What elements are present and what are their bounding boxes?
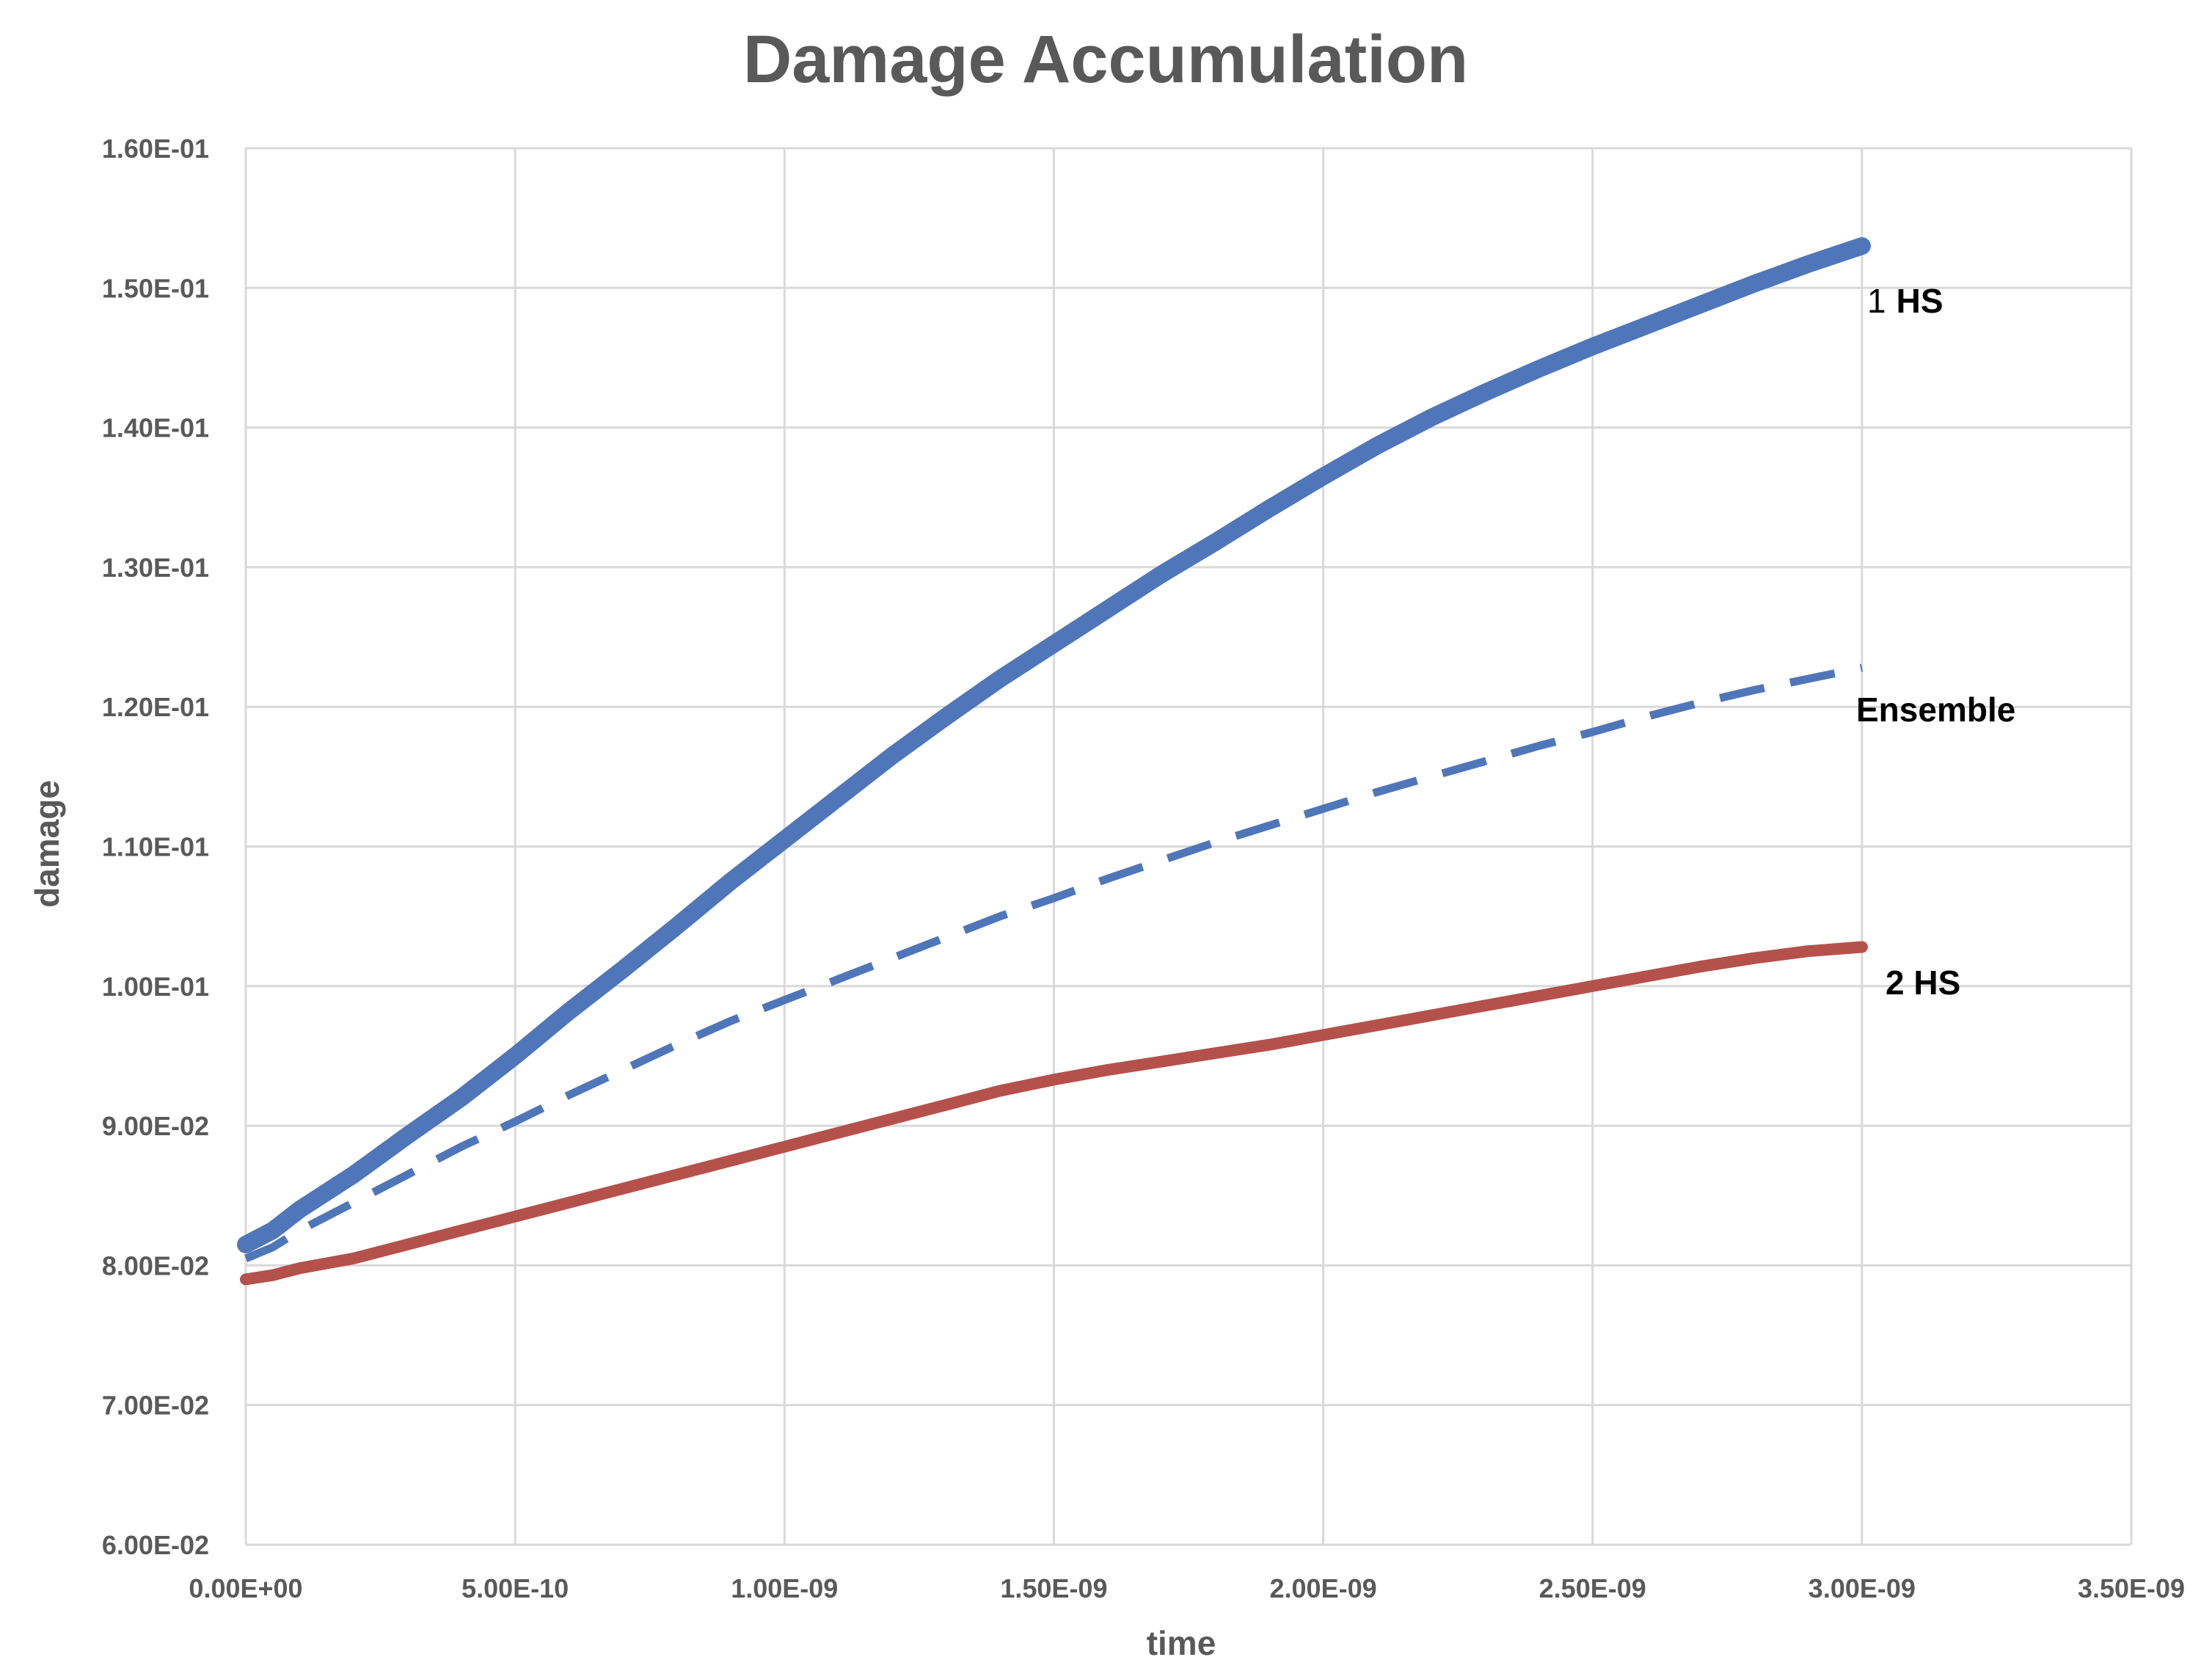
x-tick-label: 3.50E-09 xyxy=(2078,1573,2185,1603)
y-tick-label: 1.40E-01 xyxy=(102,413,209,443)
series-label-1-hs: 1 HS xyxy=(1867,282,1943,320)
x-tick-label: 2.50E-09 xyxy=(1539,1573,1646,1603)
y-tick-label: 1.60E-01 xyxy=(102,134,209,164)
y-tick-label: 1.30E-01 xyxy=(102,553,209,583)
series-label-ensemble: Ensemble xyxy=(1856,691,2015,729)
grid xyxy=(244,147,2133,1546)
series-lines xyxy=(237,237,1871,1286)
y-tick-label: 6.00E-02 xyxy=(102,1530,209,1560)
y-axis-title: damage xyxy=(28,780,66,908)
y-tick-label: 1.20E-01 xyxy=(102,692,209,722)
series-label-2-hs: 2 HS xyxy=(1886,964,1960,1002)
y-tick-label: 1.10E-01 xyxy=(102,832,209,862)
y-tick-label: 9.00E-02 xyxy=(102,1111,209,1141)
chart-title: Damage Accumulation xyxy=(743,22,1468,97)
series-label-1-hs-number: 1 xyxy=(1867,282,1886,320)
x-tick-label: 1.00E-09 xyxy=(731,1573,838,1603)
x-tick-label: 5.00E-10 xyxy=(461,1573,569,1603)
x-tick-label: 1.50E-09 xyxy=(1000,1573,1107,1603)
y-tick-label: 7.00E-02 xyxy=(102,1391,209,1421)
series-label-1-hs-unit: HS xyxy=(1897,282,1943,320)
series-line-2-hs xyxy=(240,941,1868,1286)
tick-labels: 0.00E+00 5.00E-10 1.00E-09 1.50E-09 2.00E-09… xyxy=(102,134,2185,1603)
series-line-1-hs xyxy=(237,237,1871,1253)
y-tick-label: 1.00E-01 xyxy=(102,972,209,1002)
x-tick-label: 2.00E-09 xyxy=(1270,1573,1377,1603)
y-tick-label: 8.00E-02 xyxy=(102,1250,209,1281)
x-tick-label: 0.00E+00 xyxy=(189,1573,302,1603)
series-line-ensemble xyxy=(244,663,1864,1262)
x-tick-label: 3.00E-09 xyxy=(1808,1573,1916,1603)
x-axis-title: time xyxy=(1147,1624,1216,1662)
y-tick-label: 1.50E-01 xyxy=(102,273,209,303)
